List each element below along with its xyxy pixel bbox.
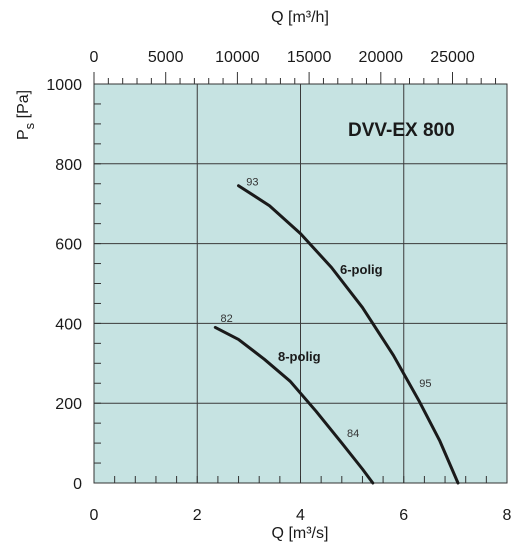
svg-text:Ps [Pa]: Ps [Pa]	[15, 90, 37, 140]
y-axis-label-sub: s	[22, 122, 37, 129]
y-axis-label-unit: [Pa]	[15, 90, 32, 118]
series-line-1	[237, 184, 460, 485]
series-name-2: 8-polig	[278, 349, 321, 364]
y-tick-label: 800	[55, 157, 82, 174]
y-tick-label: 0	[73, 476, 82, 493]
minor-ticks	[93, 72, 508, 484]
y-axis-label-main: P	[15, 129, 32, 140]
x-axis-label: Q [m³/s]	[272, 525, 329, 542]
series-line-2	[213, 325, 375, 485]
x-tick-label: 4	[296, 507, 305, 524]
chart-title: DVV-EX 800	[348, 120, 455, 141]
grid-lines	[94, 84, 507, 483]
x-tick-label: 6	[399, 507, 408, 524]
x2-tick-label: 5000	[148, 49, 184, 66]
x-tick-label: 0	[90, 507, 99, 524]
y-tick-label: 600	[55, 237, 82, 254]
point-label: 93	[246, 177, 258, 189]
x2-tick-label: 25000	[430, 49, 475, 66]
point-label: 82	[220, 313, 232, 325]
x2-tick-label: 15000	[287, 49, 332, 66]
x2-tick-label: 20000	[359, 49, 404, 66]
x2-axis-label: Q [m³/h]	[271, 9, 329, 26]
series-group: 93 95 82 84 6-polig 8-polig	[213, 177, 460, 485]
x-tick-label: 2	[193, 507, 202, 524]
y-tick-label: 200	[55, 396, 82, 413]
x2-tick-label: 0	[90, 49, 99, 66]
y-tick-label: 1000	[46, 77, 82, 94]
y-axis-label: Ps [Pa]	[15, 90, 37, 140]
series-name-1: 6-polig	[340, 262, 383, 277]
y-tick-label: 400	[55, 316, 82, 333]
x2-tick-label: 10000	[215, 49, 260, 66]
point-label: 84	[347, 428, 359, 440]
x-tick-label: 8	[503, 507, 512, 524]
plot-border	[93, 83, 508, 484]
point-label: 95	[419, 378, 431, 390]
